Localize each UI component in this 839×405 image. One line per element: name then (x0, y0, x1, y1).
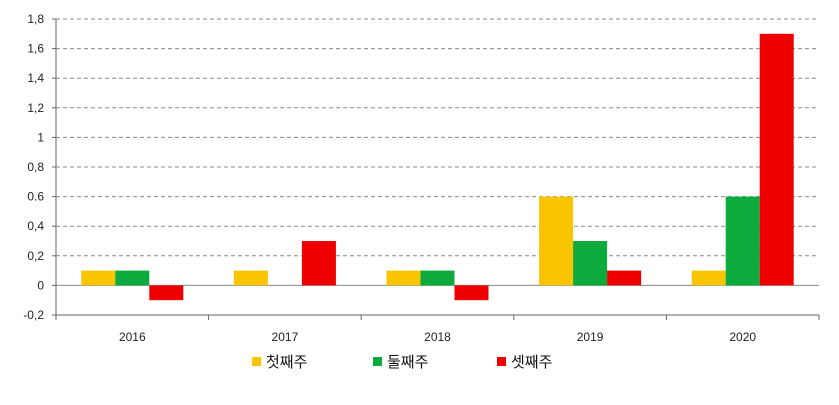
bar-첫째주-2018 (386, 270, 421, 286)
y-tick-label: 1 (37, 130, 44, 144)
x-tick-label: 2018 (424, 330, 451, 344)
x-tick-label: 2016 (119, 330, 146, 344)
y-tick-label: 0 (37, 278, 44, 292)
y-tick-label: 0.6 (27, 190, 44, 204)
legend-swatch (252, 357, 261, 366)
y-tick-label: 0,8 (27, 160, 44, 174)
legend-swatch (497, 357, 506, 366)
bar-셋째주-2018 (454, 285, 489, 301)
legend-label: 둘째주 (387, 353, 428, 371)
legend-label: 첫째주 (266, 353, 307, 371)
bar-둘째주-2016 (115, 270, 150, 286)
y-tick-label: 1,4 (27, 71, 44, 85)
y-tick-label: 0,2 (27, 249, 44, 263)
bar-셋째주-2017 (301, 241, 336, 286)
bar-첫째주-2019 (539, 196, 574, 286)
bar-셋째주-2019 (607, 270, 642, 286)
y-tick-label: 1,6 (27, 42, 44, 56)
y-tick-label: -0,2 (23, 308, 44, 322)
bar-둘째주-2018 (420, 270, 455, 286)
bar-첫째주-2020 (691, 270, 726, 286)
bar-첫째주-2016 (81, 270, 116, 286)
x-tick-label: 2020 (729, 330, 756, 344)
legend-swatch (373, 357, 382, 366)
bar-둘째주-2020 (725, 196, 760, 286)
bar-셋째주-2016 (149, 285, 184, 301)
x-tick-label: 2019 (577, 330, 604, 344)
x-tick-label: 2017 (272, 330, 299, 344)
bar-첫째주-2017 (233, 270, 268, 286)
y-axis: -0,2 0 0,2 0,4 0.6 0,8 1 1,2 1,4 1,6 1,8 (23, 12, 57, 322)
y-tick-label: 1,8 (27, 12, 44, 26)
bar-둘째주-2019 (573, 241, 608, 286)
legend-label: 셋째주 (511, 353, 552, 371)
bars (81, 33, 794, 301)
x-axis: 2016 2017 2018 2019 2020 (55, 314, 820, 344)
y-tick-label: 1,2 (27, 101, 44, 115)
y-tick-label: 0,4 (27, 219, 44, 233)
legend: 첫째주 둘째주 셋째주 (252, 353, 552, 371)
bar-셋째주-2020 (759, 33, 794, 286)
